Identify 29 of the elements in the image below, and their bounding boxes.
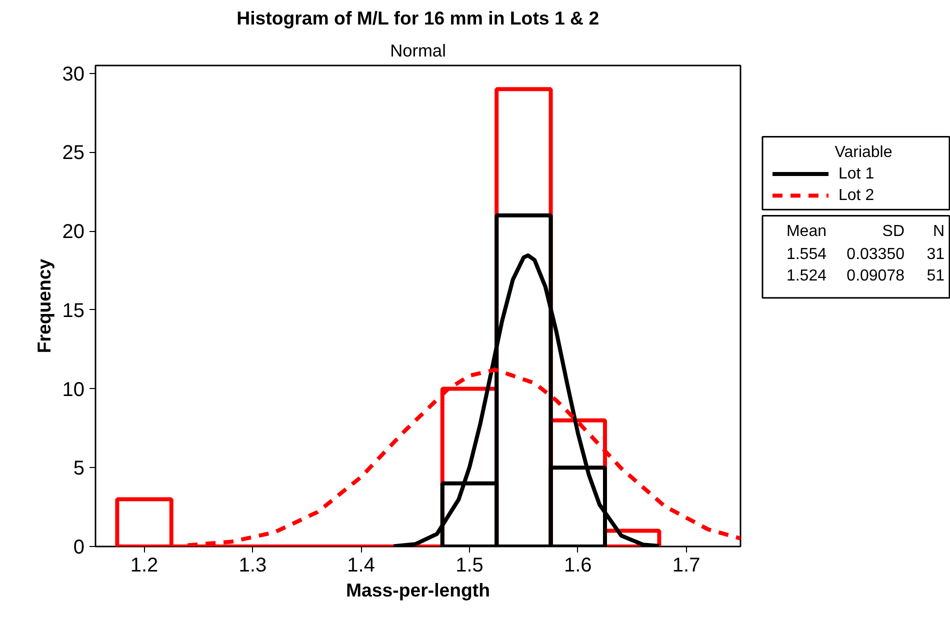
y-tick-label: 5 (73, 458, 84, 480)
x-tick-label: 1.7 (672, 554, 700, 576)
y-tick-label: 0 (73, 536, 84, 558)
chart-title: Histogram of M/L for 16 mm in Lots 1 & 2 (236, 8, 600, 28)
legend-label: Lot 1 (838, 165, 874, 182)
x-tick-label: 1.6 (564, 554, 592, 576)
text: SD (882, 222, 905, 240)
x-tick-label: 1.3 (238, 554, 267, 576)
legend-label: Lot 2 (838, 187, 874, 204)
text: 0.09078 (846, 268, 905, 285)
x-tick-label: 1.2 (130, 554, 158, 576)
y-tick-label: 10 (62, 378, 85, 401)
text: 51 (926, 268, 945, 285)
text: Mean (786, 222, 827, 240)
y-tick-label: 20 (62, 221, 85, 244)
text: 0.03350 (846, 246, 905, 263)
x-axis-title: Mass-per-length (346, 580, 490, 600)
chart-subtitle: Normal (390, 40, 446, 60)
x-tick-label: 1.5 (456, 554, 484, 576)
text: N (932, 222, 945, 240)
text: 1.554 (786, 246, 827, 263)
y-tick-label: 30 (62, 63, 85, 86)
text: 1.524 (786, 268, 827, 285)
y-tick-label: 25 (62, 142, 85, 164)
y-axis-title: Frequency (33, 258, 54, 354)
x-tick-label: 1.4 (347, 554, 375, 576)
legend-title: Variable (834, 144, 892, 161)
y-tick-label: 15 (62, 300, 85, 322)
text: 31 (926, 246, 945, 263)
